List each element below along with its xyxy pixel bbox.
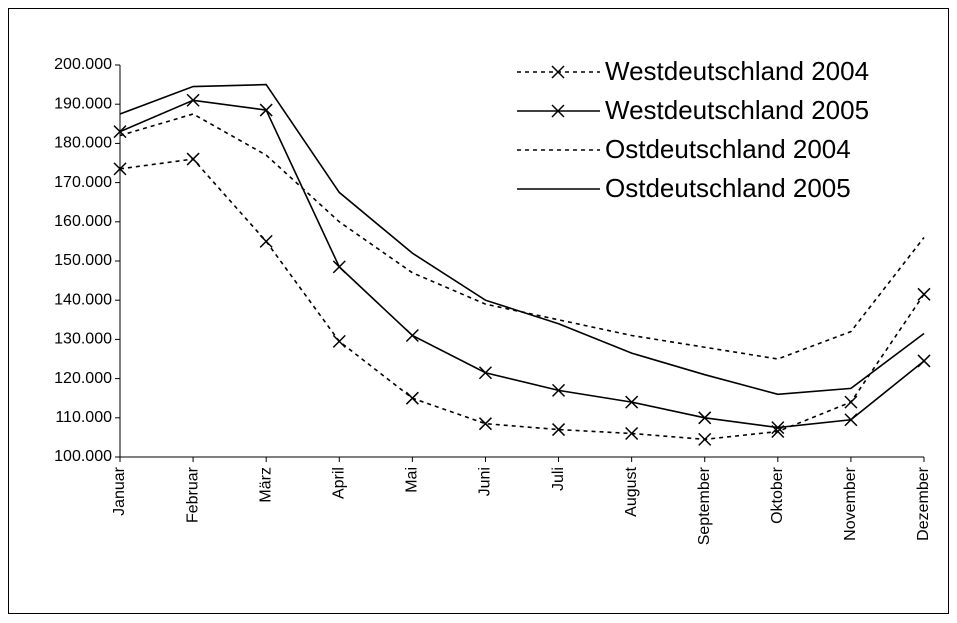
marker [186,93,200,107]
x-tick-label: Juni [477,467,494,496]
marker [625,395,639,409]
marker [332,334,346,348]
x-tick-label: Februar [184,466,201,523]
marker [551,65,565,79]
marker [186,152,200,166]
series-line [119,83,925,396]
x-tick-label: September [696,466,713,545]
legend-label: Ostdeutschland 2005 [605,173,851,203]
y-tick-label: 190.000 [54,95,112,112]
y-tick-label: 100.000 [54,448,112,465]
y-tick-label: 110.000 [55,409,112,426]
marker [478,417,492,431]
legend-label: Ostdeutschland 2004 [605,134,851,164]
y-tick-label: 130.000 [54,331,112,348]
marker [625,426,639,441]
marker [698,411,712,425]
y-tick-label: 140.000 [54,291,112,308]
y-tick-label: 120.000 [54,370,112,387]
marker [113,125,127,139]
marker [917,354,931,368]
x-tick-label: Mai [404,467,421,493]
marker [698,432,712,446]
marker [478,366,492,380]
x-tick-label: Juli [550,467,567,491]
series-line [119,99,925,429]
marker [844,395,858,409]
marker [917,287,931,301]
marker [113,162,127,176]
x-tick-label: Dezember [915,466,932,540]
x-tick-label: April [330,467,347,499]
y-tick-label: 150.000 [54,252,112,269]
y-tick-label: 160.000 [54,213,112,230]
marker [552,383,566,397]
marker [259,234,273,248]
marker [551,104,565,118]
x-tick-label: November [842,466,859,540]
x-tick-label: Januar [111,466,128,516]
marker [771,421,785,435]
y-tick-label: 170.000 [54,174,112,191]
marker [552,423,566,437]
x-tick-label: März [257,467,274,503]
x-tick-label: Oktober [769,466,786,524]
marker [405,328,419,343]
marker [405,391,419,405]
legend-label: Westdeutschland 2004 [605,56,869,86]
chart-frame [8,8,949,614]
y-tick-label: 200.000 [54,56,112,73]
marker [844,413,858,427]
y-tick-label: 180.000 [54,135,112,152]
marker [332,260,346,274]
legend-label: Westdeutschland 2005 [605,95,869,125]
x-tick-label: August [623,466,640,516]
marker [259,103,273,117]
